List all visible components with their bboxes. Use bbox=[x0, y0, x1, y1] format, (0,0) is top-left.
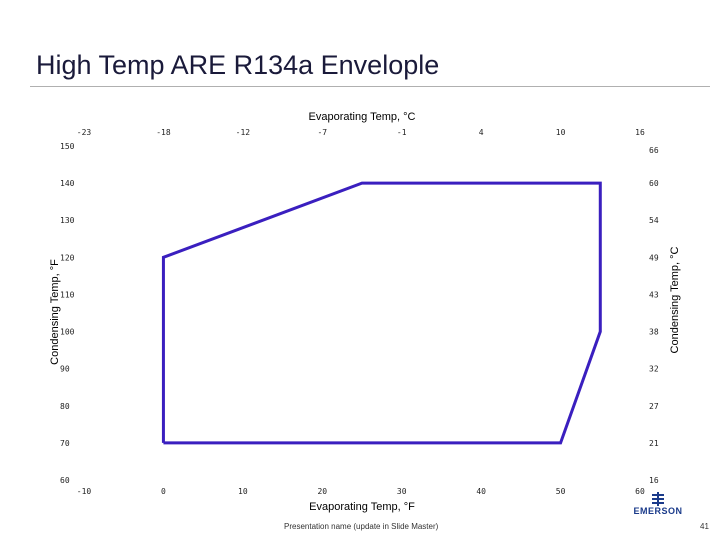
emerson-mark-icon bbox=[652, 492, 664, 506]
x-tick-label: -10 bbox=[77, 487, 92, 496]
x-tick-label: 50 bbox=[556, 487, 566, 496]
operating-envelope-line bbox=[161, 181, 602, 445]
y2-tick-label: 43 bbox=[649, 290, 659, 299]
title-divider bbox=[30, 86, 710, 87]
y-tick-label: 90 bbox=[60, 365, 70, 374]
y2-tick-label: 27 bbox=[649, 402, 659, 411]
y-tick-label: 150 bbox=[60, 142, 75, 151]
left-axis-ticks: 60 70 80 90 100 110 120 130 140 150 bbox=[60, 142, 75, 485]
emerson-logo: EMERSON bbox=[626, 492, 690, 518]
left-axis-title: Condensing Temp, °F bbox=[49, 259, 61, 365]
right-axis-title: Condensing Temp, °C bbox=[669, 246, 681, 353]
x-tick-label: 30 bbox=[397, 487, 407, 496]
right-axis-ticks: 16 21 27 32 38 43 49 54 60 66 bbox=[649, 146, 659, 485]
x-tick-label: 40 bbox=[476, 487, 486, 496]
logo-wordmark: EMERSON bbox=[633, 506, 683, 516]
y2-tick-label: 66 bbox=[649, 146, 659, 155]
bottom-axis-ticks: -10 0 10 20 30 40 50 60 bbox=[77, 487, 645, 496]
y2-tick-label: 38 bbox=[649, 328, 659, 337]
y-tick-label: 70 bbox=[60, 439, 70, 448]
bottom-axis-title: Evaporating Temp, °F bbox=[309, 501, 415, 513]
y2-tick-label: 60 bbox=[649, 179, 659, 188]
slide-title: High Temp ARE R134a Envelople bbox=[36, 50, 440, 80]
x-tick-label: 60 bbox=[635, 487, 645, 496]
x-tick-label: 0 bbox=[161, 487, 166, 496]
y2-tick-label: 16 bbox=[649, 476, 659, 485]
y2-tick-label: 54 bbox=[649, 216, 659, 225]
x2-tick-label: -23 bbox=[77, 128, 92, 137]
y-tick-label: 140 bbox=[60, 179, 75, 188]
x2-tick-label: -12 bbox=[236, 128, 251, 137]
y-tick-label: 130 bbox=[60, 216, 75, 225]
y2-tick-label: 21 bbox=[649, 439, 659, 448]
y2-tick-label: 49 bbox=[649, 253, 659, 262]
top-axis-ticks: -23 -18 -12 -7 -1 4 10 16 bbox=[77, 128, 645, 137]
x-tick-label: 10 bbox=[238, 487, 248, 496]
x2-tick-label: 16 bbox=[635, 128, 645, 137]
y-tick-label: 120 bbox=[60, 253, 75, 262]
footer-text: Presentation name (update in Slide Maste… bbox=[284, 522, 439, 531]
x2-tick-label: -1 bbox=[397, 128, 407, 137]
x2-tick-label: 4 bbox=[479, 128, 484, 137]
x2-tick-label: -7 bbox=[317, 128, 327, 137]
y-tick-label: 100 bbox=[60, 328, 75, 337]
chart-series bbox=[161, 181, 602, 445]
x2-tick-label: -18 bbox=[156, 128, 171, 137]
page-number: 41 bbox=[700, 522, 709, 531]
y-tick-label: 110 bbox=[60, 290, 75, 299]
x-tick-label: 20 bbox=[317, 487, 327, 496]
top-axis-title: Evaporating Temp, °C bbox=[309, 111, 416, 123]
y-tick-label: 60 bbox=[60, 476, 70, 485]
y-tick-label: 80 bbox=[60, 402, 70, 411]
x2-tick-label: 10 bbox=[556, 128, 566, 137]
y2-tick-label: 32 bbox=[649, 365, 659, 374]
